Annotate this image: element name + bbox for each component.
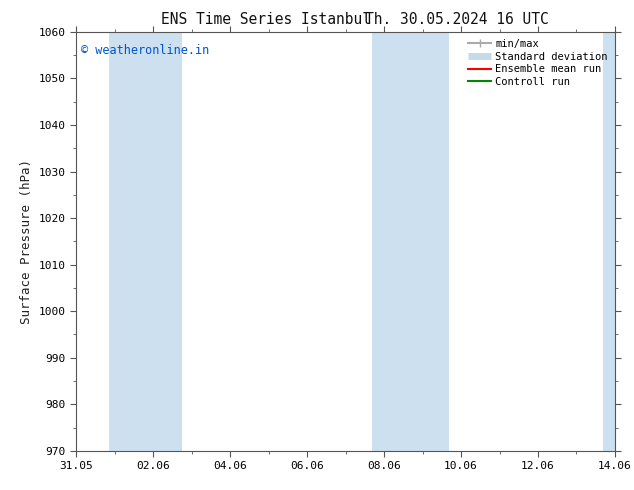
Text: ENS Time Series Istanbul: ENS Time Series Istanbul (161, 12, 372, 27)
Text: Th. 30.05.2024 16 UTC: Th. 30.05.2024 16 UTC (365, 12, 548, 27)
Y-axis label: Surface Pressure (hPa): Surface Pressure (hPa) (20, 159, 33, 324)
Bar (109, 32, 182, 451)
Bar (604, 32, 615, 451)
Legend: min/max, Standard deviation, Ensemble mean run, Controll run: min/max, Standard deviation, Ensemble me… (466, 37, 610, 89)
Bar (372, 32, 450, 451)
Text: © weatheronline.in: © weatheronline.in (81, 45, 210, 57)
